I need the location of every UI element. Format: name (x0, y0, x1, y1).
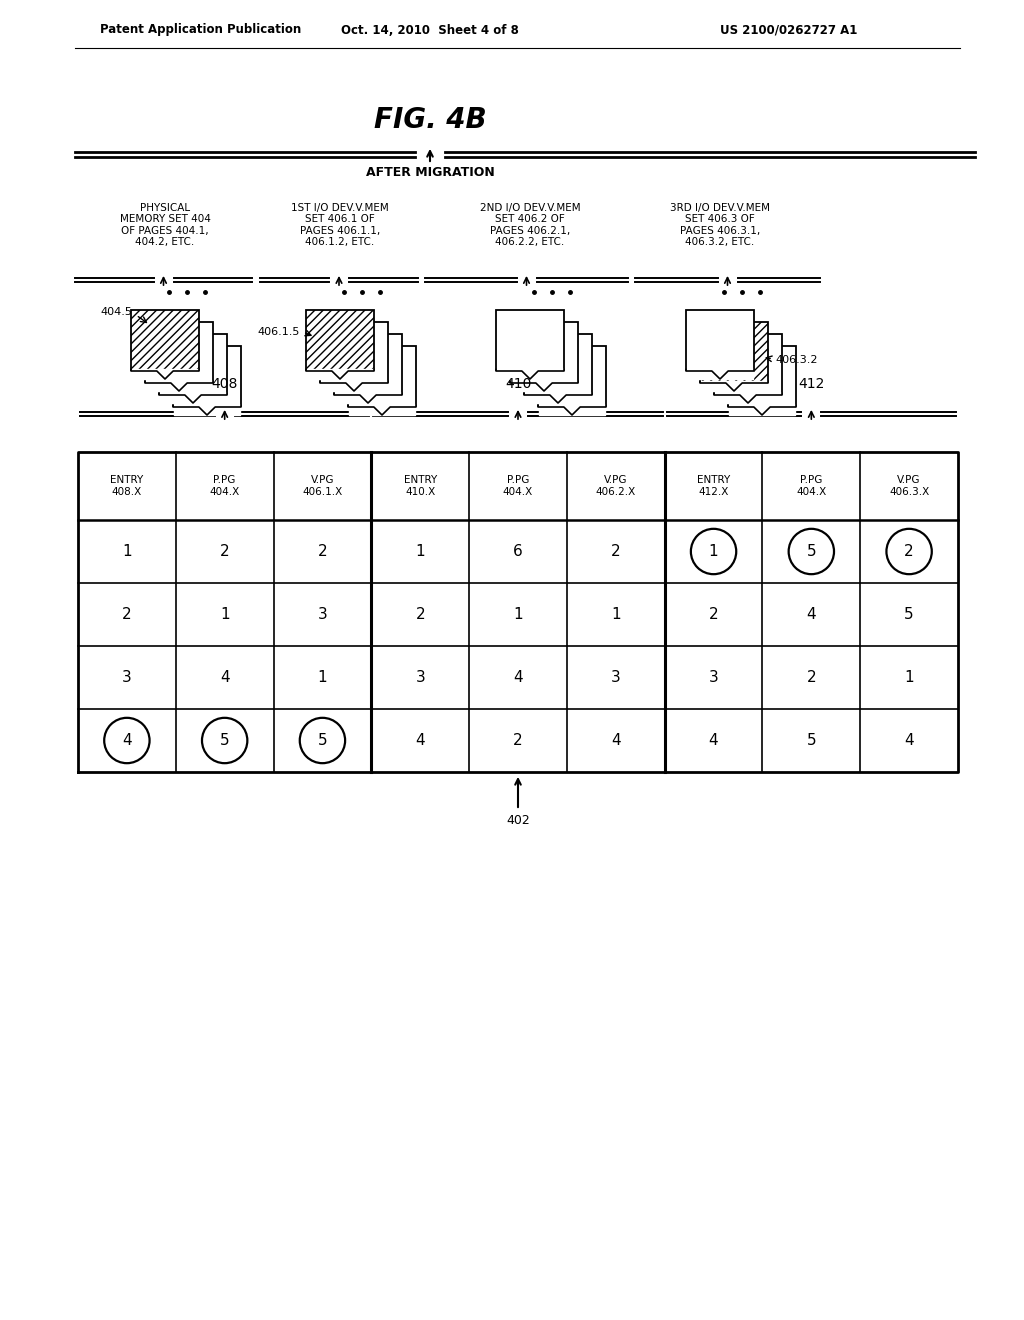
Bar (159, 334, 227, 393)
Text: ENTRY
410.X: ENTRY 410.X (403, 475, 437, 496)
Text: 406.1.5: 406.1.5 (258, 327, 300, 337)
Text: 402: 402 (506, 813, 529, 826)
Text: 2: 2 (513, 733, 523, 748)
Text: 2: 2 (317, 544, 328, 558)
Text: 5: 5 (904, 607, 914, 622)
Bar (524, 334, 592, 393)
Bar (306, 310, 374, 370)
Text: 4: 4 (904, 733, 914, 748)
Text: 4: 4 (807, 607, 816, 622)
Bar (319, 322, 388, 381)
Text: 4: 4 (220, 671, 229, 685)
Text: 2: 2 (709, 607, 719, 622)
Text: 2: 2 (122, 607, 132, 622)
Text: 5: 5 (220, 733, 229, 748)
Text: V.PG
406.1.X: V.PG 406.1.X (302, 475, 343, 496)
Text: PHYSICAL
MEMORY SET 404
OF PAGES 404.1,
404.2, ETC.: PHYSICAL MEMORY SET 404 OF PAGES 404.1, … (120, 202, 211, 247)
Text: 408: 408 (212, 378, 238, 391)
Text: 410: 410 (505, 378, 531, 391)
Text: Patent Application Publication: Patent Application Publication (100, 24, 301, 37)
Bar (496, 310, 564, 370)
Text: 2: 2 (220, 544, 229, 558)
Text: 1: 1 (416, 544, 425, 558)
Text: 4: 4 (513, 671, 523, 685)
Bar (714, 334, 782, 393)
Text: 412: 412 (798, 378, 824, 391)
Text: 404.5: 404.5 (100, 308, 132, 317)
Bar (145, 322, 213, 381)
Text: 1: 1 (513, 607, 523, 622)
Text: 2: 2 (416, 607, 425, 622)
Text: Oct. 14, 2010  Sheet 4 of 8: Oct. 14, 2010 Sheet 4 of 8 (341, 24, 519, 37)
Text: 1ST I/O DEV.V.MEM
SET 406.1 OF
PAGES 406.1.1,
406.1.2, ETC.: 1ST I/O DEV.V.MEM SET 406.1 OF PAGES 406… (291, 202, 389, 247)
Text: ENTRY
412.X: ENTRY 412.X (697, 475, 730, 496)
Text: 3: 3 (709, 671, 719, 685)
Text: 5: 5 (807, 733, 816, 748)
Bar (131, 310, 199, 370)
Text: 1: 1 (122, 544, 132, 558)
Text: AFTER MIGRATION: AFTER MIGRATION (366, 165, 495, 178)
Text: 4: 4 (416, 733, 425, 748)
Text: 1: 1 (611, 607, 621, 622)
Text: 4: 4 (709, 733, 719, 748)
Text: 1: 1 (317, 671, 328, 685)
Text: 3: 3 (611, 671, 621, 685)
Text: P.PG
404.X: P.PG 404.X (210, 475, 240, 496)
Bar (538, 346, 606, 407)
Text: 1: 1 (709, 544, 719, 558)
Text: V.PG
406.2.X: V.PG 406.2.X (596, 475, 636, 496)
Text: 3: 3 (122, 671, 132, 685)
Bar (348, 346, 416, 407)
Text: 4: 4 (122, 733, 132, 748)
Text: FIG. 4B: FIG. 4B (374, 106, 486, 135)
Text: 6: 6 (513, 544, 523, 558)
Text: 5: 5 (807, 544, 816, 558)
Bar (510, 322, 578, 381)
Text: P.PG
404.X: P.PG 404.X (797, 475, 826, 496)
Bar (686, 310, 754, 370)
Text: 3: 3 (317, 607, 328, 622)
Text: 2ND I/O DEV.V.MEM
SET 406.2 OF
PAGES 406.2.1,
406.2.2, ETC.: 2ND I/O DEV.V.MEM SET 406.2 OF PAGES 406… (479, 202, 581, 247)
Text: ENTRY
408.X: ENTRY 408.X (111, 475, 143, 496)
Text: V.PG
406.3.X: V.PG 406.3.X (889, 475, 929, 496)
Text: 1: 1 (904, 671, 914, 685)
Text: 2: 2 (904, 544, 914, 558)
Text: 3RD I/O DEV.V.MEM
SET 406.3 OF
PAGES 406.3.1,
406.3.2, ETC.: 3RD I/O DEV.V.MEM SET 406.3 OF PAGES 406… (670, 202, 770, 247)
Bar (334, 334, 402, 393)
Text: 3: 3 (416, 671, 425, 685)
Text: US 2100/0262727 A1: US 2100/0262727 A1 (720, 24, 857, 37)
Text: 5: 5 (317, 733, 328, 748)
Text: 2: 2 (807, 671, 816, 685)
Bar (173, 346, 241, 407)
Text: 4: 4 (611, 733, 621, 748)
Text: P.PG
404.X: P.PG 404.X (503, 475, 534, 496)
Text: 2: 2 (611, 544, 621, 558)
Bar (728, 346, 796, 407)
Text: 406.3.2: 406.3.2 (775, 355, 817, 366)
Text: 1: 1 (220, 607, 229, 622)
Bar (700, 322, 768, 381)
